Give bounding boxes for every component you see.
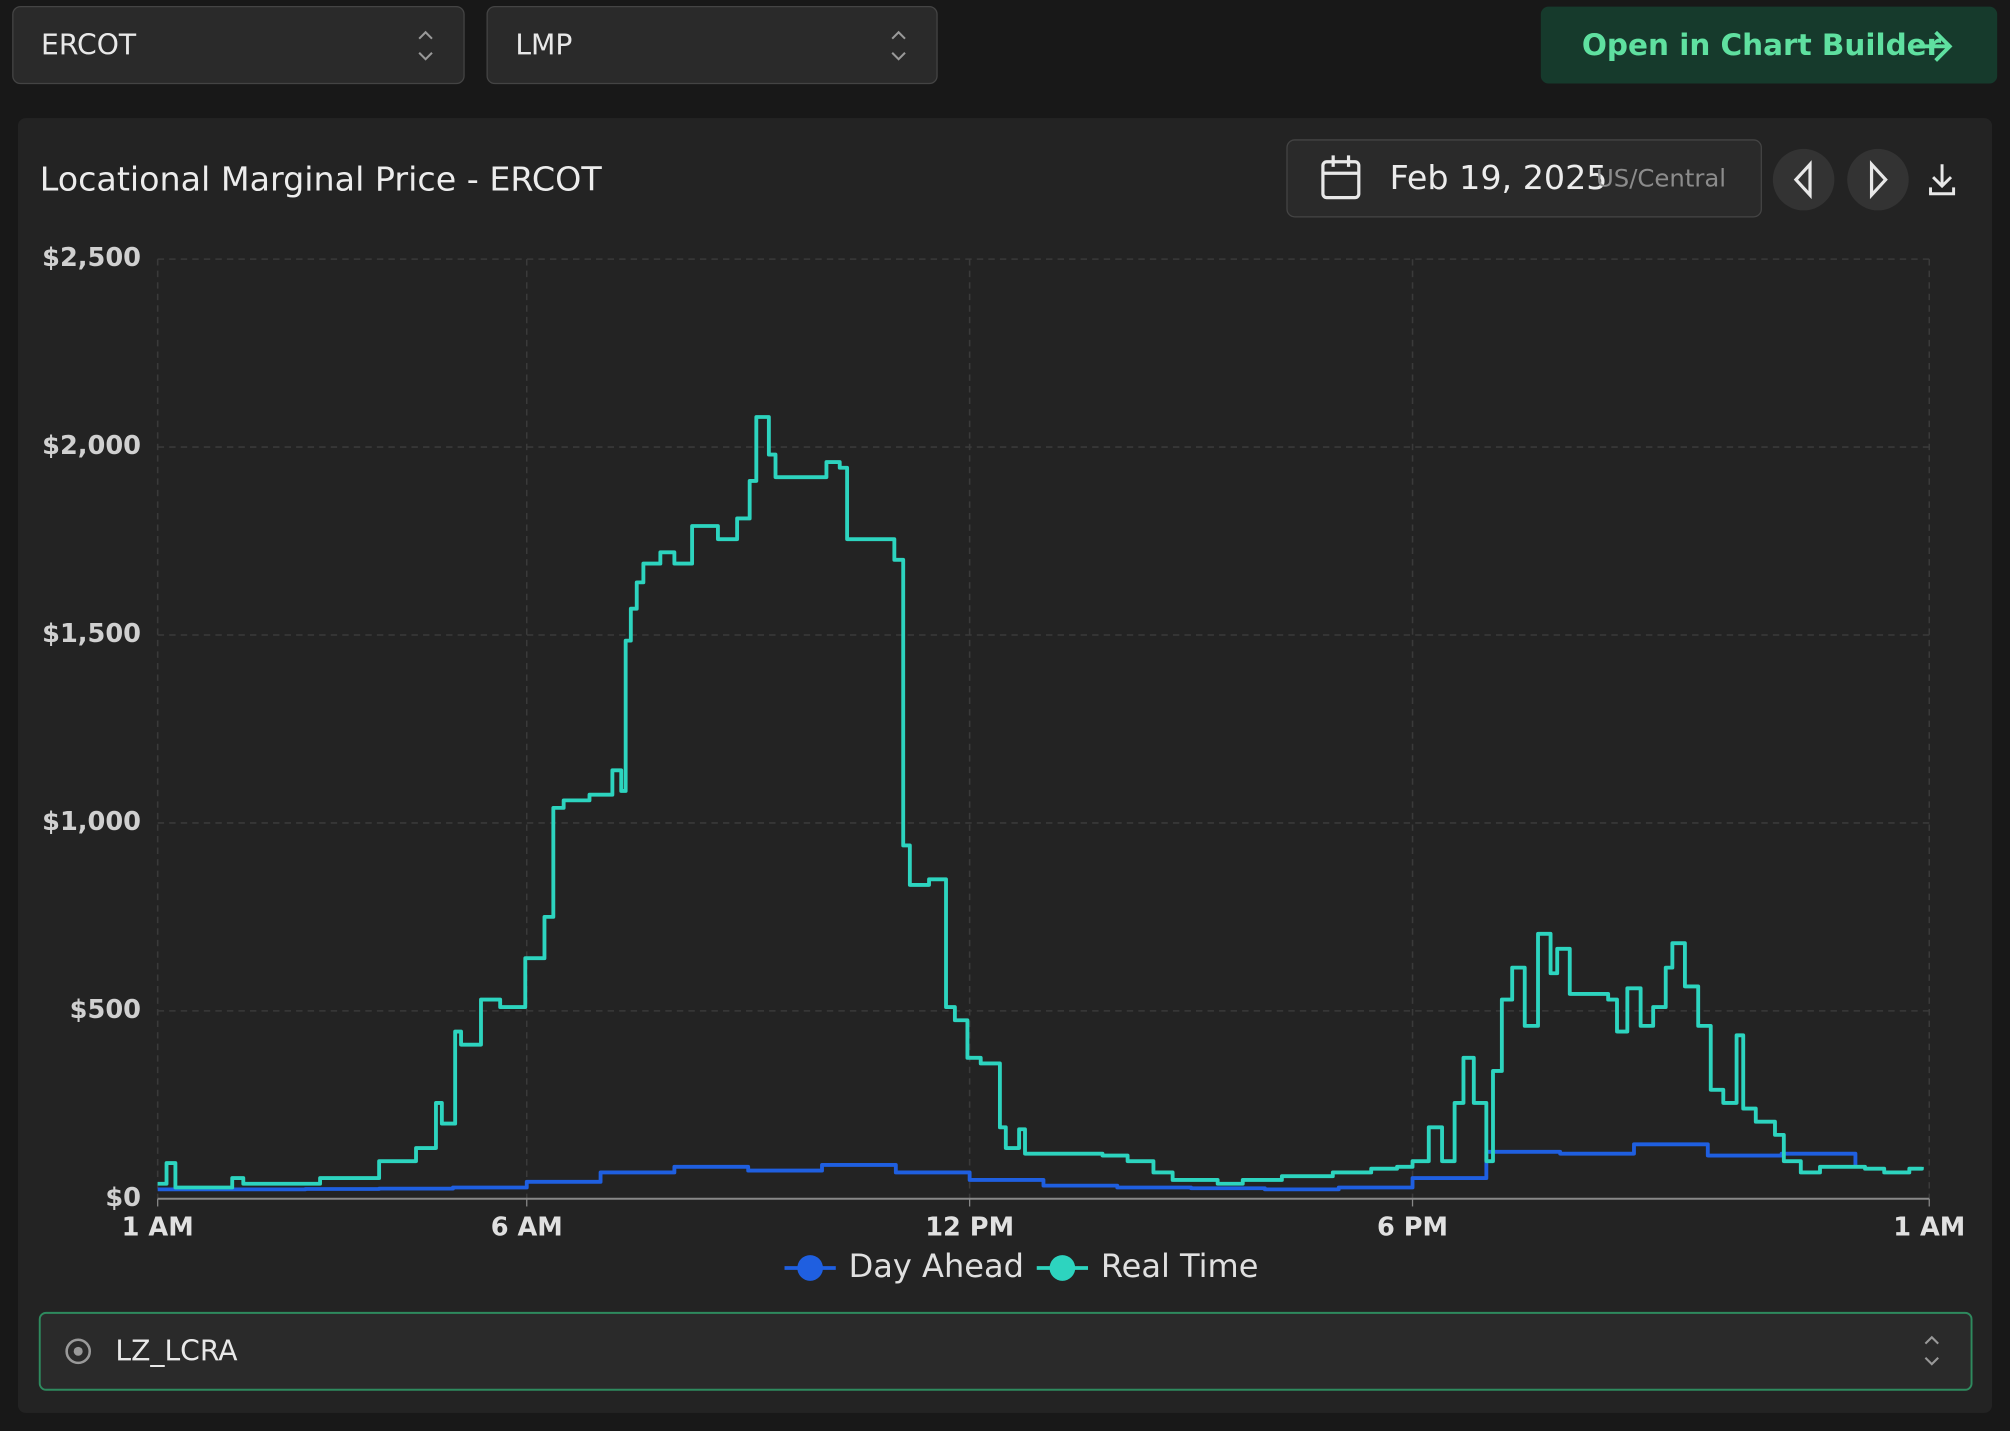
chart-card xyxy=(17,118,1993,1413)
prev-day-button[interactable] xyxy=(1772,148,1835,211)
button-bg[interactable] xyxy=(1772,148,1835,211)
calendar-icon-detail xyxy=(1322,155,1359,175)
x-tick-label: 6 PM xyxy=(1377,1212,1448,1242)
y-tick-label: $0 xyxy=(105,1183,141,1213)
button-text: Open in Chart Builder xyxy=(1582,28,1942,62)
x-tick-label: 6 AM xyxy=(491,1212,563,1242)
select-text: ERCOT xyxy=(41,28,137,61)
legend-marker xyxy=(797,1255,823,1281)
timezone-text: US/Central xyxy=(1596,164,1726,193)
arrow-icon xyxy=(1916,30,1953,62)
series-line xyxy=(157,1142,1858,1192)
button-bg[interactable] xyxy=(1847,148,1909,211)
calendar-icon xyxy=(1321,160,1361,200)
location-icon xyxy=(65,1338,92,1365)
select-text: LZ_LCRA xyxy=(115,1335,238,1368)
button-bg[interactable] xyxy=(1540,6,1998,84)
select-box[interactable] xyxy=(486,5,938,85)
x-tick-label: 12 PM xyxy=(925,1212,1014,1242)
select-text: LMP xyxy=(515,28,572,61)
legend-label: Real Time xyxy=(1101,1247,1259,1285)
chevron xyxy=(1924,1335,1939,1366)
x-tick-label: 1 AM xyxy=(122,1212,194,1242)
date-text: Feb 19, 2025 xyxy=(1390,158,1608,197)
legend-item[interactable]: Real Time xyxy=(1036,1247,1259,1285)
plot: $0 $500 $1,000 $1,500 $2,000 $2,500 1 AM 6 AM 12… xyxy=(42,243,1965,1285)
select-box[interactable] xyxy=(12,5,465,85)
next-icon xyxy=(1869,160,1888,200)
download-button[interactable] xyxy=(1929,164,1956,196)
open-chart-builder-button[interactable]: Open in Chart Builder xyxy=(1540,6,1998,84)
location-select[interactable]: LZ_LCRA xyxy=(38,1311,1973,1391)
chevron xyxy=(891,30,906,61)
y-tick-label: $2,500 xyxy=(42,243,141,273)
y-tick-label: $1,500 xyxy=(42,619,141,649)
series-line xyxy=(157,415,1924,1190)
date-box[interactable] xyxy=(1286,139,1762,218)
y-tick-label: $1,000 xyxy=(42,807,141,837)
legend-label: Day Ahead xyxy=(849,1247,1024,1285)
location-icon-dot xyxy=(73,1346,83,1356)
prev-icon xyxy=(1793,160,1812,200)
chevron xyxy=(418,30,433,61)
date-picker[interactable]: Feb 19, 2025 US/Central xyxy=(1286,139,1762,218)
legend-item[interactable]: Day Ahead xyxy=(784,1247,1024,1285)
select-box[interactable] xyxy=(38,1311,1973,1391)
y-tick-label: $500 xyxy=(70,995,141,1025)
y-tick-label: $2,000 xyxy=(42,431,141,461)
next-day-button[interactable] xyxy=(1847,148,1909,211)
metric-select[interactable]: LMP xyxy=(486,5,938,85)
chart-title: Locational Marginal Price - ERCOT xyxy=(40,159,603,198)
market-select[interactable]: ERCOT xyxy=(12,5,465,85)
legend-marker xyxy=(1049,1255,1076,1281)
x-tick-label: 1 AM xyxy=(1893,1212,1965,1242)
